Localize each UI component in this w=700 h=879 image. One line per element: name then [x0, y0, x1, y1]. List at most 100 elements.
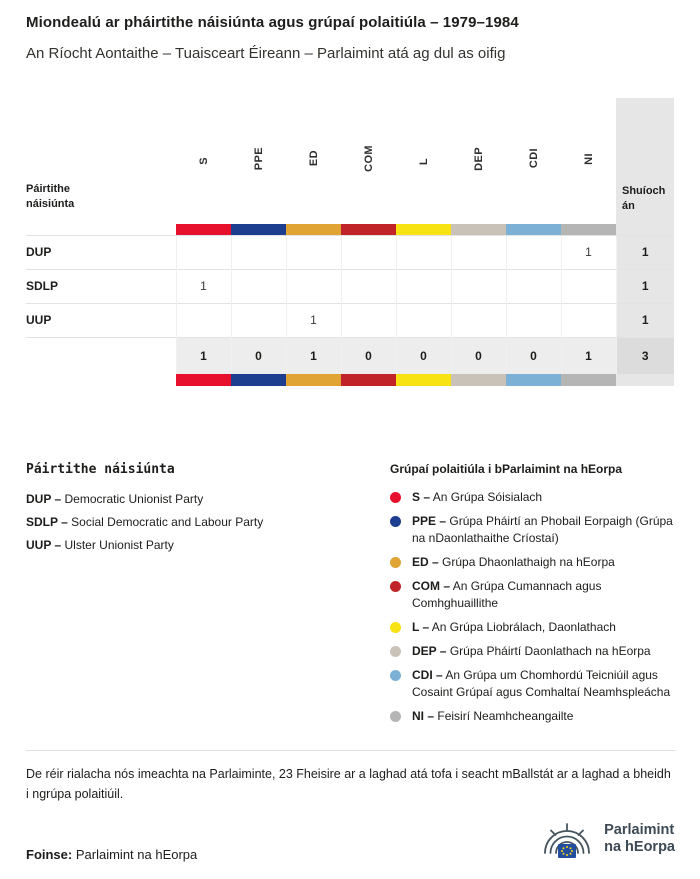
page: Miondealú ar pháirtithe náisiúnta agus g… [26, 14, 680, 732]
group-color-bar [506, 224, 561, 235]
list-item: SDLP – Social Democratic and Labour Part… [26, 515, 390, 529]
party-name: DUP [26, 234, 176, 269]
group-color-bar [176, 374, 231, 386]
value-cell [230, 268, 286, 303]
value-cell: 1 [560, 234, 616, 269]
value-cell: 1 [285, 302, 341, 337]
value-cell [175, 234, 231, 269]
total-cell: 0 [230, 336, 286, 374]
group-color-bar [451, 224, 506, 235]
list-item: NI – Feisirí Neamhcheangailte [390, 708, 680, 725]
european-parliament-logo: Parlaimint na hEorpa [538, 817, 675, 861]
group-description: L – An Grúpa Liobrálach, Daonlathach [412, 620, 616, 634]
total-cell: 1 [285, 336, 341, 374]
seats-cell: 1 [615, 302, 674, 337]
source-value: Parlaimint na hEorpa [75, 847, 198, 862]
value-cell [505, 268, 561, 303]
column-header-ni: NI [582, 153, 595, 165]
table-row-sdlp: SDLP 1 1 [26, 268, 674, 303]
logo-wordmark: Parlaimint na hEorpa [604, 822, 675, 855]
group-color-bar [231, 374, 286, 386]
seats-cell: 1 [615, 234, 674, 269]
party-name: UUP [26, 302, 176, 337]
group-color-bar [506, 374, 561, 386]
group-color-bar [396, 224, 451, 235]
legend-national-parties: Páirtithe náisiúnta DUP – Democratic Uni… [26, 462, 390, 732]
row-header-label: Páirtithe náisiúnta [26, 183, 75, 210]
value-cell [395, 268, 451, 303]
value-cell [450, 268, 506, 303]
results-table: Páirtithe náisiúnta S PPE ED COM L DEP C… [26, 98, 674, 386]
group-color-bar [286, 374, 341, 386]
value-cell [230, 234, 286, 269]
list-item: DUP – Democratic Unionist Party [26, 492, 390, 506]
group-color-bar [561, 224, 616, 235]
group-color-dot-icon [390, 622, 401, 633]
column-header-seats: Shuíochán [616, 98, 674, 224]
column-header-com: COM [362, 145, 375, 172]
list-item: PPE – Grúpa Pháirtí an Phobail Eorpaigh … [390, 513, 680, 547]
column-header-ed: ED [307, 150, 320, 167]
spacer-cell [616, 374, 674, 386]
group-color-bar [561, 374, 616, 386]
group-color-bar [231, 224, 286, 235]
seats-cell: 1 [615, 268, 674, 303]
page-title: Miondealú ar pháirtithe náisiúnta agus g… [26, 14, 519, 31]
legend-groups-title: Grúpaí polaitiúla i bParlaimint na hEorp… [390, 462, 623, 476]
group-color-bar [176, 224, 231, 235]
list-item: DEP – Grúpa Pháirtí Daonlathach na hEorp… [390, 643, 680, 660]
value-cell [560, 302, 616, 337]
total-cell: 0 [450, 336, 506, 374]
list-item: COM – An Grúpa Cumannach agus Comhghuail… [390, 578, 680, 612]
total-cell: 0 [505, 336, 561, 374]
group-color-dot-icon [390, 711, 401, 722]
spacer-cell [616, 224, 674, 235]
party-full-name: Ulster Unionist Party [64, 538, 174, 552]
group-color-dot-icon [390, 516, 401, 527]
group-color-dot-icon [390, 646, 401, 657]
group-description: PPE – Grúpa Pháirtí an Phobail Eorpaigh … [412, 514, 673, 545]
group-description: S – An Grúpa Sóisialach [412, 490, 543, 504]
value-cell [560, 268, 616, 303]
group-description: DEP – Grúpa Pháirtí Daonlathach na hEorp… [412, 644, 651, 658]
footnote: De réir rialacha nós imeachta na Parlaim… [26, 767, 671, 801]
group-color-bar [341, 224, 396, 235]
party-name: SDLP [26, 268, 176, 303]
party-full-name: Democratic Unionist Party [64, 492, 204, 506]
group-color-bar-row-bottom [26, 374, 674, 386]
value-cell: 1 [175, 268, 231, 303]
value-cell [340, 268, 396, 303]
group-color-bar [341, 374, 396, 386]
column-header-ppe: PPE [252, 146, 265, 171]
total-cell: 1 [175, 336, 231, 374]
table-row-uup: UUP 1 1 [26, 302, 674, 337]
table-row-dup: DUP 1 1 [26, 234, 674, 269]
value-cell [450, 302, 506, 337]
party-abbr: UUP – [26, 538, 62, 552]
seats-total-cell: 3 [615, 336, 674, 374]
total-cell: 0 [340, 336, 396, 374]
group-description: CDI – An Grúpa um Chomhordú Teicniúil ag… [412, 668, 671, 699]
spacer-cell [26, 336, 176, 374]
header-row: Páirtithe náisiúnta S PPE ED COM L DEP C… [26, 98, 674, 224]
hemicycle-stars-icon [544, 823, 590, 858]
list-item: L – An Grúpa Liobrálach, Daonlathach [390, 619, 680, 636]
total-cell: 0 [395, 336, 451, 374]
value-cell [340, 234, 396, 269]
value-cell [395, 302, 451, 337]
footer-divider [26, 750, 675, 751]
value-cell [175, 302, 231, 337]
total-cell: 1 [560, 336, 616, 374]
group-description: ED – Grúpa Dhaonlathaigh na hEorpa [412, 555, 615, 569]
value-cell [505, 302, 561, 337]
value-cell [285, 268, 341, 303]
value-cell [230, 302, 286, 337]
group-color-dot-icon [390, 670, 401, 681]
group-description: COM – An Grúpa Cumannach agus Comhghuail… [412, 579, 602, 610]
group-description: NI – Feisirí Neamhcheangailte [412, 709, 574, 723]
group-color-bar [451, 374, 506, 386]
source-label: Foinse: [26, 847, 73, 862]
totals-row: 1 0 1 0 0 0 0 1 3 [26, 336, 674, 374]
value-cell [395, 234, 451, 269]
group-color-bar-row [26, 224, 674, 235]
